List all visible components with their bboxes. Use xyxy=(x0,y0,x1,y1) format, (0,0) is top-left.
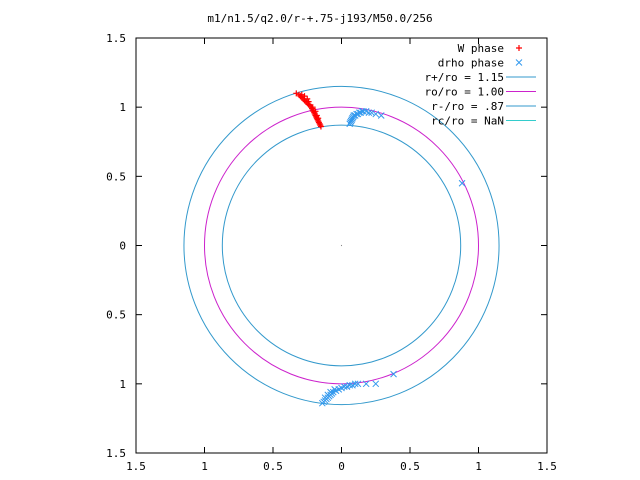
w-phase-point xyxy=(304,95,311,102)
drho-phase-point xyxy=(318,399,326,407)
legend-label-w-phase: W phase xyxy=(458,42,504,55)
y-tick-label: 1 xyxy=(119,101,126,114)
data-points xyxy=(293,90,466,407)
drho-phase-point xyxy=(365,109,373,117)
w-phase-point xyxy=(316,120,323,127)
w-phase-point xyxy=(311,109,318,116)
drho-phase-point xyxy=(372,110,380,118)
drho-phase-point xyxy=(362,380,370,388)
w-phase-point xyxy=(315,115,322,122)
x-tick-label: 0 xyxy=(338,460,345,473)
legend-label-r-ro-87: r-/ro = .87 xyxy=(431,100,504,113)
y-tick-label: 0.5 xyxy=(106,309,126,322)
y-tick-label: 1.5 xyxy=(106,32,126,45)
circle-r-1-15 xyxy=(183,85,500,406)
w-phase-point xyxy=(312,108,319,115)
drho-phase-point xyxy=(331,386,339,393)
drho-phase-point xyxy=(354,380,362,388)
drho-phase-point xyxy=(327,388,334,396)
circle-r-0-87 xyxy=(221,124,462,367)
x-tick-label: 1.5 xyxy=(537,460,557,473)
y-tick-label: 1 xyxy=(119,378,126,391)
legend-label-ro-ro-1-00: ro/ro = 1.00 xyxy=(425,86,504,99)
drho-phase-point xyxy=(458,179,466,187)
w-phase-point xyxy=(309,104,316,111)
y-tick-label: 0.5 xyxy=(106,170,126,183)
drho-phase-point xyxy=(360,107,367,115)
w-phase-point xyxy=(301,93,308,100)
y-tick-label: 0 xyxy=(119,240,126,253)
x-tick-label: 1 xyxy=(475,460,482,473)
drho-phase-point xyxy=(377,112,385,119)
w-phase-point xyxy=(298,91,305,98)
w-phase-point xyxy=(317,122,324,129)
legend-label-drho-phase: drho phase xyxy=(438,57,504,70)
origin-dot xyxy=(340,244,343,247)
drho-phase-point xyxy=(321,394,329,402)
w-phase-point xyxy=(313,112,320,119)
drho-phase-point xyxy=(390,370,397,378)
drho-phase-point xyxy=(368,109,375,117)
legend-label-r-ro-1-15: r+/ro = 1.15 xyxy=(425,71,504,84)
legend-swatch-drho-phase xyxy=(515,59,523,66)
w-phase-point xyxy=(314,116,321,123)
legend-label-rc-ro-nan: rc/ro = NaN xyxy=(431,115,504,128)
y-tick-label: 1.5 xyxy=(106,447,126,460)
axis-ticks: 1.5 1 0.5 0 0.5 1 1.51.510.500.511.5 xyxy=(106,32,557,473)
drho-phase-point xyxy=(349,381,356,389)
w-phase-point xyxy=(317,123,324,130)
x-tick-label: 1 xyxy=(201,460,208,473)
x-tick-label: 0.5 xyxy=(263,460,283,473)
w-phase-point xyxy=(293,90,300,97)
w-phase-point xyxy=(315,119,322,126)
x-tick-label: 1.5 xyxy=(126,460,146,473)
drho-phase-point xyxy=(372,380,380,388)
x-tick-label: 0.5 xyxy=(400,460,420,473)
w-phase-point xyxy=(305,98,312,105)
w-phase-point xyxy=(309,105,316,112)
reference-circles xyxy=(183,85,500,406)
chart-title: m1/n1.5/q2.0/r-+.75-j193/M50.0/256 xyxy=(207,12,432,25)
drho-phase-point xyxy=(343,383,351,390)
legend-swatch-w-phase xyxy=(516,45,522,51)
